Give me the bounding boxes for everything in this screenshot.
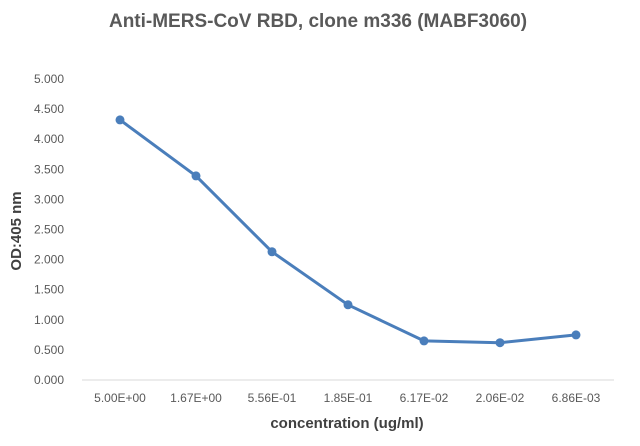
data-point (267, 247, 277, 257)
y-tick-label: 1.500 (34, 283, 64, 297)
x-tick-label: 1.85E-01 (324, 391, 373, 405)
data-point (115, 115, 125, 125)
y-axis-title: OD:405 nm (8, 191, 25, 270)
x-tick-label: 6.86E-03 (552, 391, 601, 405)
data-point (191, 171, 201, 181)
x-axis-ticks: 5.00E+00 1.67E+00 5.56E-01 1.85E-01 6.17E-02… (94, 391, 601, 405)
x-tick-label: 5.56E-01 (248, 391, 297, 405)
y-tick-label: 3.500 (34, 162, 64, 176)
y-axis-ticks: 0.000 0.500 1.000 1.500 2.000 2.500 3.000 3.500… (34, 72, 64, 387)
x-tick-label: 2.06E-02 (476, 391, 525, 405)
y-tick-label: 3.000 (34, 192, 64, 206)
y-tick-label: 2.000 (34, 253, 64, 267)
series-layer (115, 115, 581, 348)
data-point (343, 300, 353, 310)
chart-title: Anti-MERS-CoV RBD, clone m336 (MABF3060) (109, 11, 527, 32)
y-tick-label: 4.500 (34, 102, 64, 116)
x-axis-title: concentration (ug/ml) (270, 415, 423, 432)
y-tick-label: 4.000 (34, 132, 64, 146)
data-point (571, 330, 581, 340)
y-tick-label: 0.500 (34, 343, 64, 357)
y-tick-label: 0.000 (34, 373, 64, 387)
y-tick-label: 5.000 (34, 72, 64, 86)
x-tick-label: 1.67E+00 (170, 391, 222, 405)
y-tick-label: 1.000 (34, 313, 64, 327)
x-tick-label: 6.17E-02 (400, 391, 449, 405)
data-point (495, 338, 505, 348)
data-point (419, 336, 429, 346)
y-tick-label: 2.500 (34, 223, 64, 237)
x-tick-label: 5.00E+00 (94, 391, 146, 405)
